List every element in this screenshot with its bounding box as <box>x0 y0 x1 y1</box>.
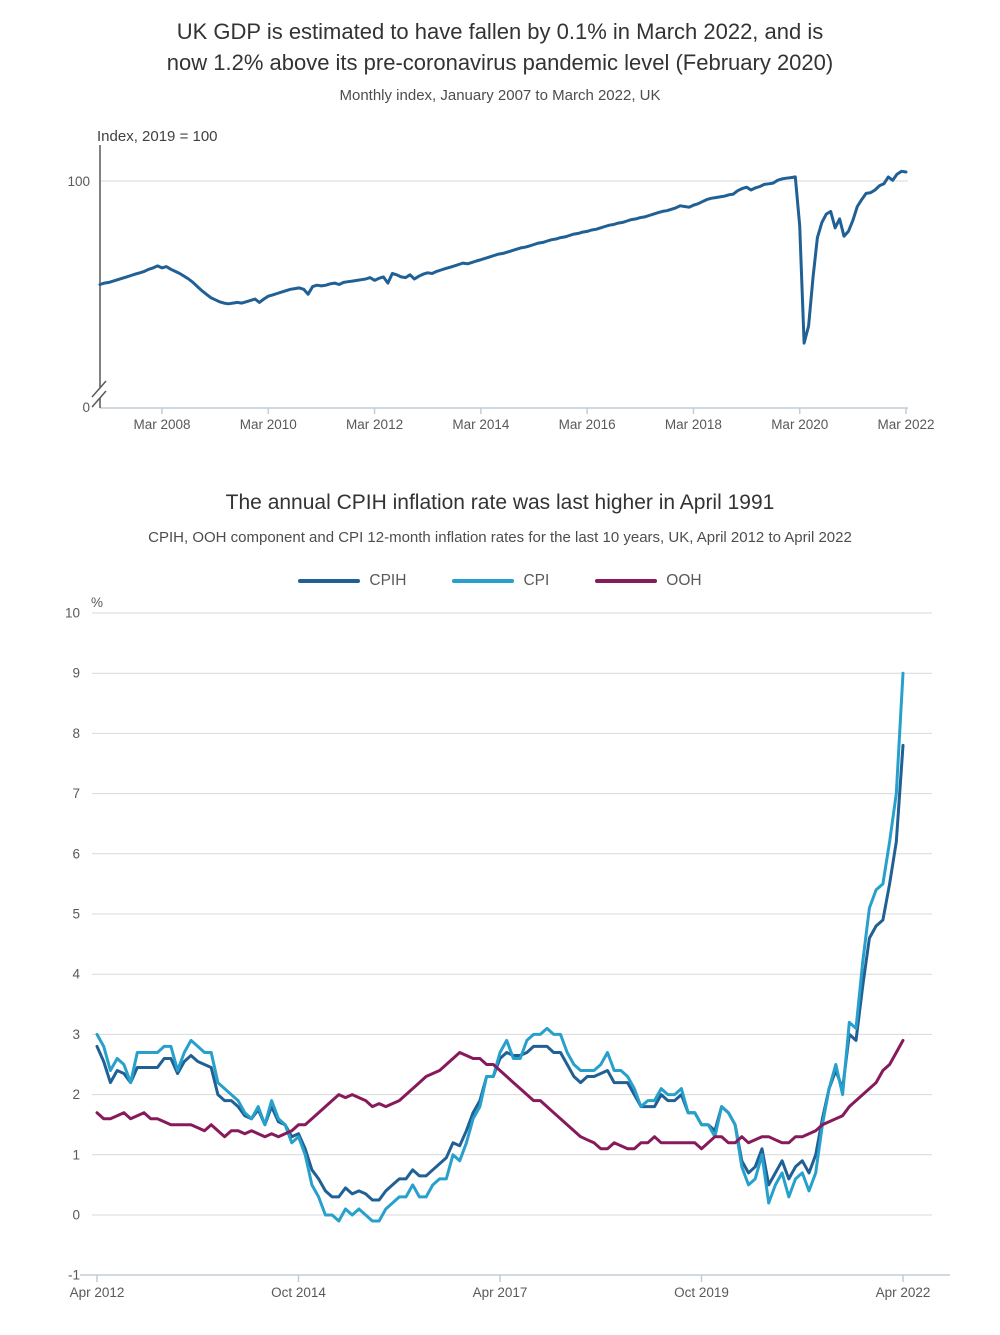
x-tick-label: Apr 2017 <box>473 1285 528 1300</box>
legend-swatch-cpi <box>452 579 515 583</box>
x-tick-label: Mar 2016 <box>559 417 616 432</box>
gdp-chart-title: UK GDP is estimated to have fallen by 0.… <box>0 16 1000 78</box>
y-tick-label: 0 <box>82 400 90 415</box>
x-tick-label: Apr 2012 <box>70 1285 125 1300</box>
y-tick-label: 5 <box>72 907 80 922</box>
y-tick-label: 4 <box>72 967 80 982</box>
x-tick-label: Mar 2014 <box>452 417 510 432</box>
axis-break-slash <box>91 380 107 398</box>
x-tick-label: Mar 2012 <box>346 417 403 432</box>
y-tick-label: 0 <box>72 1208 80 1223</box>
legend-item-cpih: CPIH <box>298 572 406 590</box>
inflation-chart-legend: CPIH CPI OOH <box>0 571 1000 591</box>
x-tick-label: Mar 2008 <box>133 417 190 432</box>
cpi-line <box>95 671 905 1223</box>
ooh-line <box>95 1038 905 1151</box>
y-tick-label: 7 <box>72 786 80 801</box>
legend-item-cpi: CPI <box>452 572 549 590</box>
legend-label-ooh: OOH <box>666 572 702 589</box>
y-tick-label: 8 <box>72 726 80 741</box>
x-tick-label: Mar 2010 <box>240 417 297 432</box>
gdp-chart-title-line1: UK GDP is estimated to have fallen by 0.… <box>176 19 824 44</box>
axis-break-gap <box>92 382 106 406</box>
x-tick-label: Apr 2022 <box>876 1285 931 1300</box>
gdp-chart-svg: Mar 2008 Mar 2010 Mar 2012 Mar 2014 Mar 2016… <box>67 128 934 432</box>
y-tick-label: 1 <box>72 1147 80 1162</box>
y-tick-label: 2 <box>72 1087 80 1102</box>
cpih-line <box>95 743 905 1202</box>
gdp-line <box>98 169 908 345</box>
axis-break-slash <box>91 390 107 408</box>
x-tick-label: Mar 2020 <box>771 417 828 432</box>
legend-item-ooh: OOH <box>595 572 702 590</box>
gdp-chart-subtitle: Monthly index, January 2007 to March 202… <box>339 87 661 104</box>
y-tick-label: 10 <box>65 606 80 621</box>
legend-swatch-cpih <box>298 579 361 583</box>
y-tick-label: 9 <box>72 666 80 681</box>
legend-swatch-ooh <box>595 579 658 583</box>
inflation-chart-subtitle: CPIH, OOH component and CPI 12-month inf… <box>148 529 852 546</box>
y-tick-label: 3 <box>72 1027 80 1042</box>
x-tick-label: Mar 2022 <box>877 417 934 432</box>
y-tick-label: -1 <box>68 1268 80 1283</box>
y-tick-label: 100 <box>67 174 90 189</box>
x-tick-label: Oct 2019 <box>674 1285 729 1300</box>
y-axis-unit-label: % <box>91 595 103 610</box>
y-tick-label: 6 <box>72 846 80 861</box>
y-axis-unit-label: Index, 2019 = 100 <box>97 128 218 145</box>
inflation-chart-title: The annual CPIH inflation rate was last … <box>225 491 775 514</box>
gdp-chart-title-line2: now 1.2% above its pre-coronavirus pande… <box>166 50 834 75</box>
legend-label-cpih: CPIH <box>369 572 407 589</box>
x-tick-label: Oct 2014 <box>271 1285 326 1300</box>
legend-label-cpi: CPI <box>523 572 550 589</box>
x-tick-label: Mar 2018 <box>665 417 722 432</box>
